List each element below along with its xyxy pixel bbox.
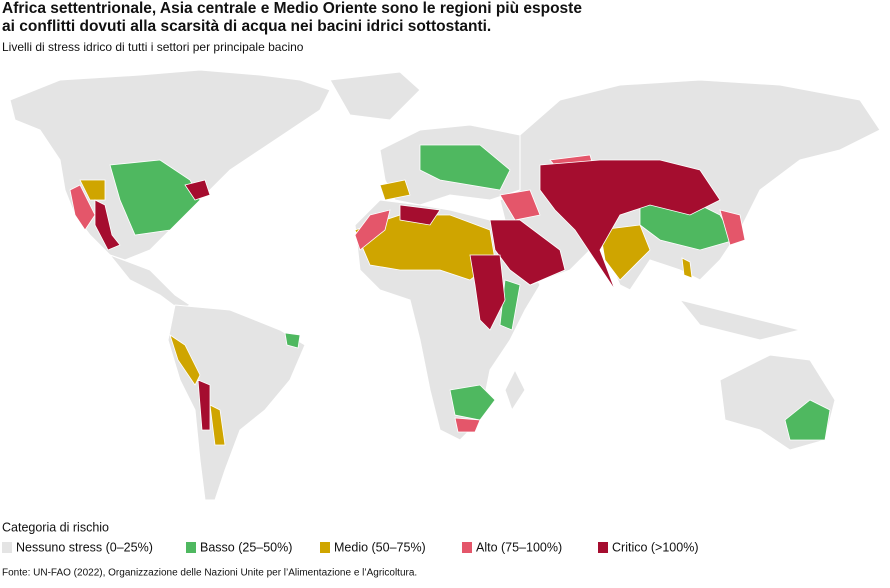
region: [169, 334, 201, 386]
region: [284, 332, 301, 349]
land: [167, 304, 306, 501]
subtitle: Livelli di stress idrico di tutti i sett…: [2, 40, 304, 54]
region: [79, 179, 106, 201]
region: [449, 384, 496, 421]
region: [719, 209, 746, 246]
region: [599, 224, 651, 281]
title-line: Africa settentrionale, Asia centrale e M…: [2, 0, 582, 17]
region: [109, 159, 201, 236]
region: [489, 219, 566, 286]
legend-swatch: [598, 542, 608, 553]
region: [94, 199, 121, 251]
land: [678, 299, 801, 341]
legend-swatch: [186, 542, 196, 553]
legend-label: Medio (50–75%): [334, 540, 426, 554]
legend-label: Basso (25–50%): [200, 540, 292, 554]
region: [354, 209, 391, 251]
region: [681, 257, 693, 279]
legend: Nessuno stress (0–25%) Basso (25–50%) Medi…: [2, 540, 699, 554]
land: [329, 71, 421, 121]
legend-swatch: [462, 542, 472, 553]
legend-label: Alto (75–100%): [476, 540, 562, 554]
region: [499, 279, 521, 331]
legend-swatch: [320, 542, 330, 553]
legend-title: Categoria di rischio: [2, 520, 109, 534]
region: [499, 189, 541, 221]
region: [197, 379, 211, 431]
region: [379, 179, 411, 201]
region: [209, 404, 226, 446]
region: [69, 184, 96, 231]
legend-label: Critico (>100%): [612, 540, 699, 554]
region: [469, 254, 506, 331]
region: [419, 144, 511, 191]
title-line: ai conflitti dovuti alla scarsità di acq…: [2, 18, 491, 35]
region: [539, 159, 721, 291]
region: [784, 399, 831, 441]
land: [108, 253, 191, 311]
land: [504, 368, 526, 412]
legend-label: Nessuno stress (0–25%): [16, 540, 153, 554]
region: [454, 417, 481, 433]
source: Fonte: UN-FAO (2022), Organizzazione del…: [2, 568, 417, 579]
legend-swatch: [2, 542, 12, 553]
land: [9, 69, 331, 261]
world-map: [9, 69, 881, 501]
region: [399, 204, 441, 226]
region: [184, 179, 211, 201]
